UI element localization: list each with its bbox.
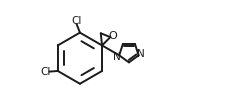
Text: N: N xyxy=(113,52,121,62)
Text: Cl: Cl xyxy=(41,67,51,77)
Text: O: O xyxy=(109,31,117,41)
Text: Cl: Cl xyxy=(71,16,81,26)
Text: N: N xyxy=(137,49,145,59)
